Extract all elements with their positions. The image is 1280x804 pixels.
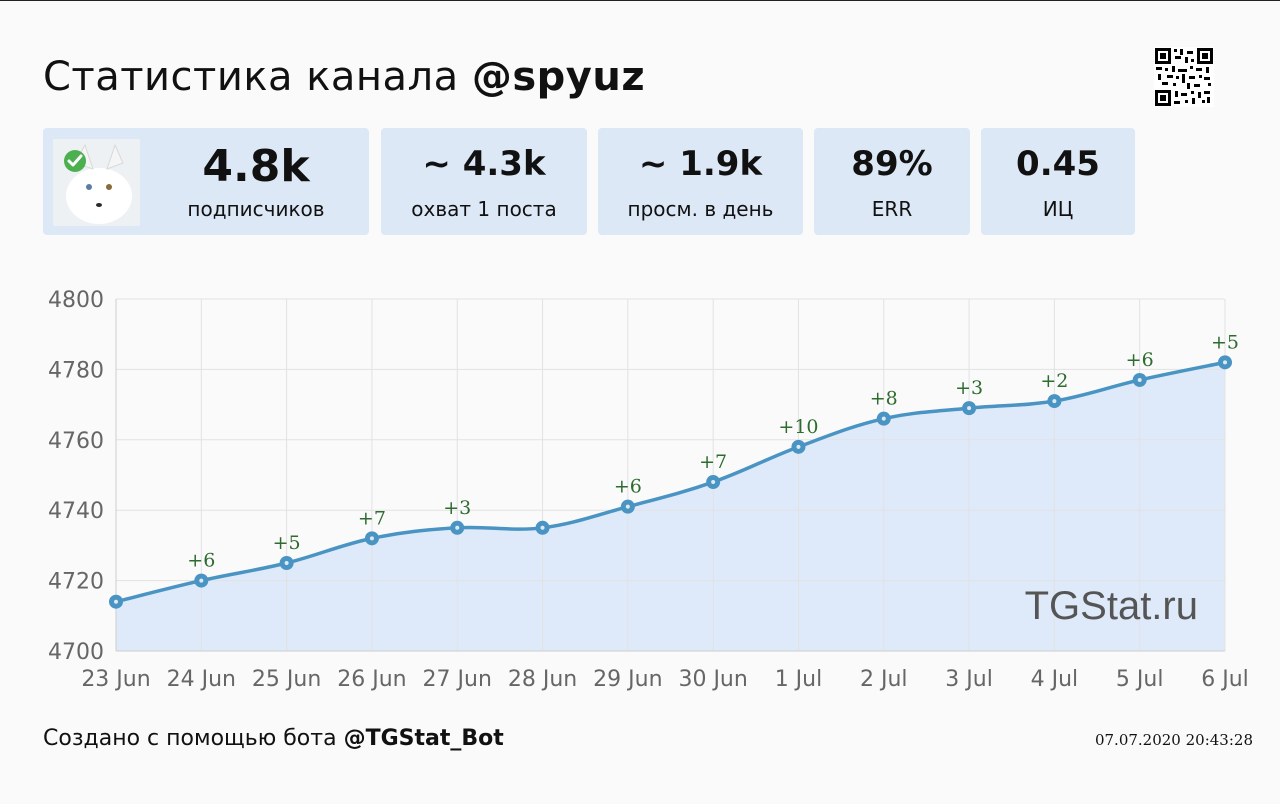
data-point-center (114, 599, 118, 604)
delta-label: +7 (699, 451, 727, 473)
citation-index-label: ИЦ (1042, 197, 1074, 221)
daily-views-value: ~ 1.9k (638, 144, 763, 184)
footer-created-text: Создано с помощью бота (43, 726, 344, 751)
stat-card-err: 89% ERR (814, 128, 970, 235)
footer-credit: Создано с помощью бота @TGStat_Bot (43, 725, 504, 753)
x-tick-label: 5 Jul (1116, 667, 1164, 692)
delta-label: +7 (358, 507, 386, 529)
y-tick-label: 4720 (48, 570, 104, 595)
title-prefix: Статистика канала (43, 54, 472, 100)
data-point-center (455, 525, 460, 530)
err-label: ERR (871, 197, 913, 221)
delta-label: +2 (1040, 370, 1068, 392)
chart-area-fill (116, 362, 1225, 651)
x-tick-label: 3 Jul (945, 667, 993, 692)
data-point-center (540, 525, 545, 530)
y-tick-label: 4780 (48, 358, 104, 383)
x-tick-label: 28 Jun (508, 667, 577, 692)
delta-label: +3 (955, 377, 983, 399)
stat-card-daily-views: ~ 1.9k просм. в день (598, 128, 803, 235)
x-tick-label: 29 Jun (593, 667, 662, 692)
stat-card-reach: ~ 4.3k охват 1 поста (381, 128, 587, 235)
delta-label: +6 (614, 476, 642, 498)
x-tick-label: 30 Jun (678, 667, 747, 692)
channel-handle[interactable]: @spyuz (471, 54, 646, 100)
daily-views-label: просм. в день (627, 197, 774, 221)
delta-label: +5 (1211, 331, 1239, 353)
data-point-center (1052, 399, 1057, 404)
x-tick-label: 2 Jul (860, 667, 908, 692)
data-point-center (711, 480, 716, 485)
delta-label: +10 (778, 416, 818, 438)
data-point-center (284, 561, 289, 565)
stat-card-subscribers: 4.8k подписчиков (43, 128, 369, 235)
stat-card-citation-index: 0.45 ИЦ (981, 128, 1135, 235)
channel-avatar (53, 139, 140, 226)
y-tick-label: 4760 (48, 429, 104, 454)
qr-code-icon[interactable] (1154, 47, 1214, 107)
x-tick-label: 4 Jul (1031, 667, 1079, 692)
data-point-center (1137, 377, 1142, 382)
footer-timestamp: 07.07.2020 20:43:28 (1094, 731, 1253, 749)
data-point-center (369, 536, 374, 541)
x-tick-label: 26 Jun (337, 667, 406, 692)
data-point-center (881, 416, 886, 421)
reach-label: охват 1 поста (411, 197, 557, 221)
y-tick-label: 4740 (48, 499, 104, 524)
series-line (114, 360, 1227, 604)
data-point-center (199, 578, 204, 583)
delta-label: +5 (273, 532, 301, 554)
x-tick-label: 24 Jun (167, 667, 236, 692)
y-tick-label: 4800 (48, 288, 104, 313)
x-tick-label: 6 Jul (1201, 667, 1249, 692)
delta-label: +6 (187, 550, 215, 572)
delta-label: +8 (870, 388, 898, 410)
data-point-center (796, 444, 801, 449)
data-point-center (625, 504, 630, 509)
watermark-label: TGStat.ru (1025, 584, 1198, 628)
citation-index-value: 0.45 (1016, 144, 1100, 184)
reach-value: ~ 4.3k (422, 144, 546, 184)
page-title: Статистика канала @spyuz (43, 51, 645, 103)
y-tick-label: 4700 (48, 640, 104, 665)
x-tick-label: 25 Jun (252, 667, 321, 692)
subscribers-value: 4.8k (202, 141, 310, 192)
delta-label: +6 (1126, 349, 1154, 371)
subscribers-label: подписчиков (187, 197, 325, 221)
data-point-center (967, 406, 972, 411)
bot-handle-link[interactable]: @TGStat_Bot (343, 726, 504, 751)
err-value: 89% (851, 144, 933, 184)
x-tick-label: 1 Jul (775, 667, 823, 692)
x-tick-label: 23 Jun (81, 667, 150, 692)
delta-label: +3 (443, 497, 471, 519)
data-point-center (1223, 360, 1227, 365)
x-tick-label: 27 Jun (423, 667, 492, 692)
